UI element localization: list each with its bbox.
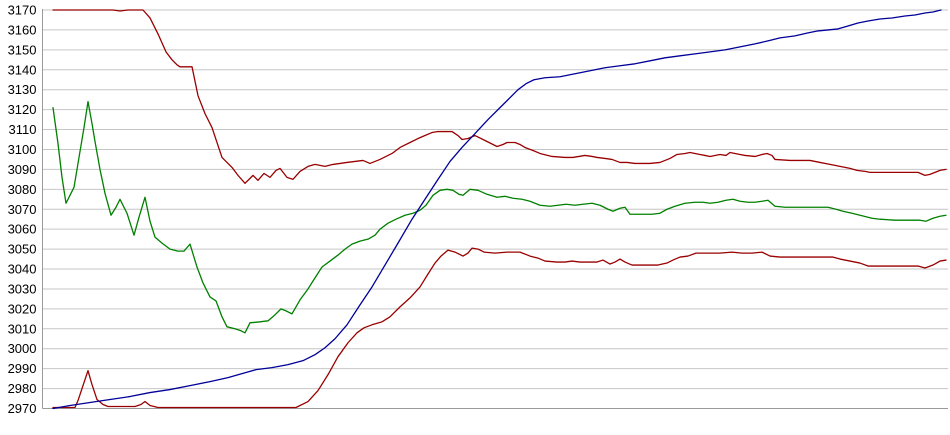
y-tick-label: 3170 <box>8 3 37 18</box>
y-tick-label: 3060 <box>8 222 37 237</box>
y-tick-label: 3140 <box>8 62 37 77</box>
y-tick-label: 2970 <box>8 401 37 416</box>
y-tick-label: 3150 <box>8 42 37 57</box>
y-tick-label: 3070 <box>8 202 37 217</box>
y-tick-label: 2980 <box>8 381 37 396</box>
y-tick-label: 3120 <box>8 102 37 117</box>
series-red-upper-line <box>52 9 947 185</box>
y-tick-label: 3130 <box>8 82 37 97</box>
y-tick-label: 3100 <box>8 142 37 157</box>
gridlines <box>42 9 948 409</box>
y-tick-label: 2990 <box>8 361 37 376</box>
y-tick-label: 3050 <box>8 242 37 257</box>
y-tick-label: 3040 <box>8 262 37 277</box>
series-red-lower-line <box>52 247 947 409</box>
y-tick-label: 3160 <box>8 22 37 37</box>
y-tick-label: 3010 <box>8 321 37 336</box>
y-tick-label: 3090 <box>8 162 37 177</box>
axes <box>42 9 948 409</box>
y-tick-label: 3020 <box>8 301 37 316</box>
y-tick-label: 3000 <box>8 341 37 356</box>
y-axis-labels: 3170 3160 3150 3140 3130 3120 3110 3100 3090 3080… <box>8 3 37 417</box>
y-tick-label: 3030 <box>8 281 37 296</box>
series-green-line <box>52 101 947 334</box>
y-tick-label: 3080 <box>8 182 37 197</box>
series-blue-line <box>52 9 942 410</box>
y-tick-label: 3110 <box>9 122 37 137</box>
